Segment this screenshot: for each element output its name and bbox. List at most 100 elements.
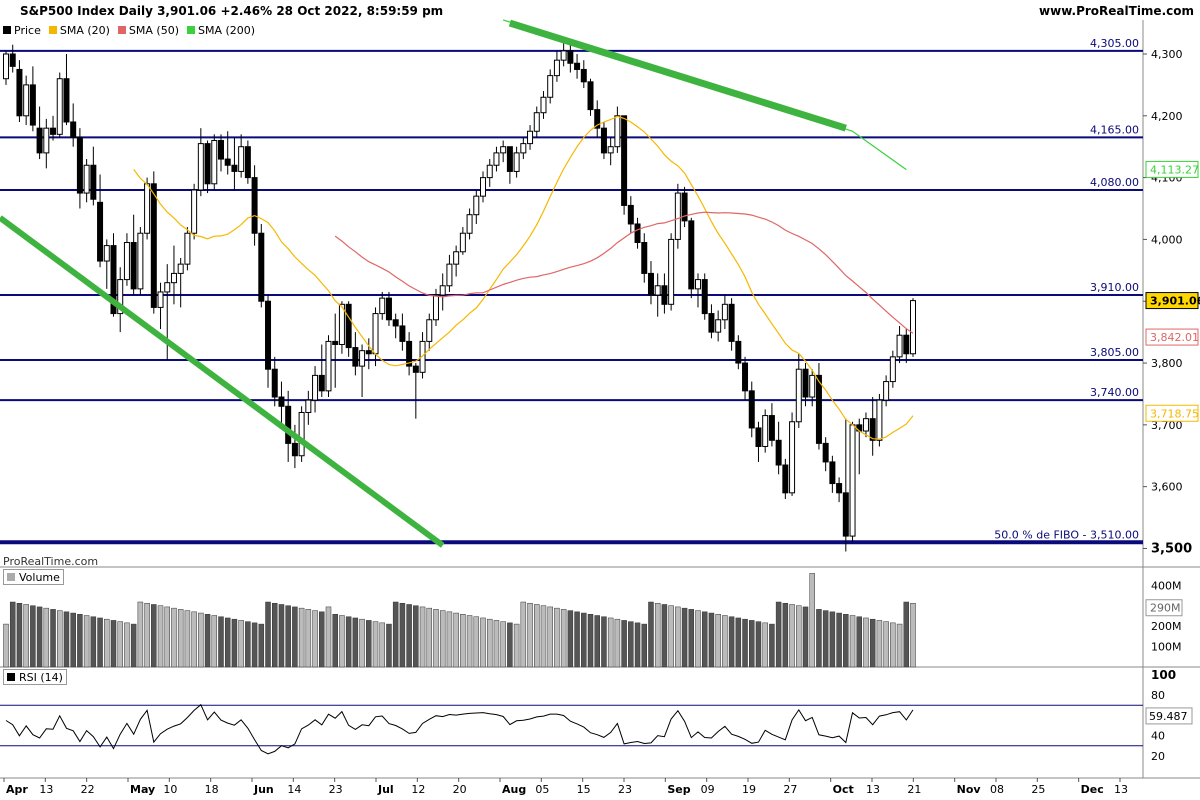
volume-bar bbox=[305, 609, 312, 668]
volume-bar bbox=[473, 616, 480, 668]
volume-bar bbox=[50, 609, 56, 668]
candle-body bbox=[305, 399, 312, 413]
candle-body bbox=[493, 152, 500, 166]
volume-bar bbox=[3, 623, 9, 668]
volume-bar bbox=[278, 604, 285, 668]
candle-body bbox=[775, 439, 782, 466]
volume-bar bbox=[809, 573, 815, 668]
volume-bar bbox=[372, 621, 379, 668]
volume-bar bbox=[198, 612, 204, 668]
volume-bar bbox=[890, 622, 896, 668]
volume-bar bbox=[285, 605, 291, 668]
volume-bar bbox=[426, 607, 433, 668]
time-tick-label: 13 bbox=[866, 783, 880, 796]
candle-body bbox=[910, 300, 916, 355]
candle-body bbox=[889, 356, 896, 383]
candle-body bbox=[97, 201, 104, 262]
level-label: 3,910.00 bbox=[1090, 281, 1139, 294]
candle-body bbox=[359, 350, 366, 367]
volume-bar bbox=[399, 602, 406, 668]
rsi-label-text: RSI (14) bbox=[19, 670, 63, 684]
candle-body bbox=[903, 334, 910, 355]
candle-body bbox=[238, 146, 245, 172]
candle-body bbox=[661, 285, 668, 305]
candle-body bbox=[594, 109, 601, 129]
time-tick-label: Nov bbox=[957, 783, 982, 796]
volume-bar bbox=[628, 621, 634, 668]
candle-body bbox=[782, 464, 789, 494]
candle-body bbox=[735, 340, 742, 364]
candle-body bbox=[29, 84, 36, 126]
volume-bar bbox=[439, 610, 446, 668]
rsi-swatch bbox=[7, 673, 15, 681]
legend-label: Price bbox=[14, 23, 41, 37]
volume-bar bbox=[151, 604, 157, 668]
time-tick-label: 15 bbox=[577, 783, 591, 796]
candle-body bbox=[829, 461, 836, 485]
candle-body bbox=[742, 362, 749, 392]
volume-bar bbox=[654, 602, 661, 668]
price-tick-label: 3,600 bbox=[1151, 481, 1183, 494]
legend-item: SMA (50) bbox=[117, 23, 179, 37]
time-tick-label: 14 bbox=[287, 783, 301, 796]
price-tick-label: 4,300 bbox=[1151, 48, 1183, 61]
level-label: 4,305.00 bbox=[1090, 37, 1139, 50]
candle-body bbox=[520, 143, 527, 154]
candle-body bbox=[76, 136, 83, 194]
legend-label: SMA (20) bbox=[59, 23, 110, 37]
volume-bar bbox=[856, 616, 863, 668]
price-tag-label: 3,901.06 bbox=[1150, 295, 1200, 308]
candle-body bbox=[211, 140, 218, 185]
volume-bar bbox=[513, 623, 520, 668]
price-tag bbox=[1145, 404, 1199, 422]
volume-bar bbox=[23, 604, 29, 668]
price-tag bbox=[1145, 292, 1199, 310]
candle-body bbox=[157, 291, 164, 308]
candle-body bbox=[748, 390, 755, 429]
volume-bar bbox=[675, 606, 681, 668]
time-tick-label: 25 bbox=[1031, 783, 1045, 796]
candle-body bbox=[506, 146, 513, 172]
volume-bar bbox=[769, 623, 775, 668]
volume-bar bbox=[224, 617, 231, 668]
candle-body bbox=[809, 374, 816, 398]
trendline-upper bbox=[508, 19, 847, 132]
volume-bar bbox=[325, 606, 332, 668]
candle-body bbox=[668, 238, 675, 305]
legend-label: SMA (50) bbox=[128, 23, 179, 37]
level-label: 50.0 % de FIBO - 3,510.00 bbox=[994, 528, 1139, 541]
candle-body bbox=[16, 68, 23, 117]
volume-bar bbox=[641, 623, 648, 668]
volume-tick-label: 100M bbox=[1151, 641, 1182, 654]
volume-bar bbox=[177, 609, 184, 668]
candle-body bbox=[560, 50, 567, 61]
volume-bar bbox=[755, 621, 762, 668]
candle-body bbox=[695, 279, 702, 290]
volume-bar bbox=[413, 605, 419, 668]
volume-bar bbox=[540, 605, 547, 668]
rsi-tag-label: 59.487 bbox=[1149, 710, 1188, 723]
volume-bar bbox=[419, 606, 426, 668]
level-label: 4,080.00 bbox=[1090, 176, 1139, 189]
candle-body bbox=[217, 140, 224, 160]
candle-body bbox=[688, 220, 695, 290]
time-tick-label: 22 bbox=[81, 783, 95, 796]
volume-bar bbox=[507, 622, 513, 668]
rsi-panel-label: RSI (14) bbox=[3, 669, 67, 685]
volume-bar bbox=[554, 607, 560, 668]
candle-body bbox=[117, 279, 124, 315]
volume-bar bbox=[567, 610, 574, 668]
volume-bar bbox=[594, 615, 600, 668]
volume-bar bbox=[77, 614, 83, 668]
legend-item: Price bbox=[3, 24, 41, 37]
volume-bar bbox=[204, 614, 211, 668]
volume-bar bbox=[433, 609, 439, 668]
candle-body bbox=[258, 232, 265, 302]
volume-bar bbox=[903, 601, 910, 668]
volume-bar bbox=[332, 614, 338, 668]
time-tick-label: Apr bbox=[6, 783, 28, 796]
volume-bar bbox=[312, 610, 318, 668]
volume-tag bbox=[1145, 599, 1183, 617]
volume-bar bbox=[245, 621, 251, 668]
volume-bar bbox=[144, 602, 150, 668]
